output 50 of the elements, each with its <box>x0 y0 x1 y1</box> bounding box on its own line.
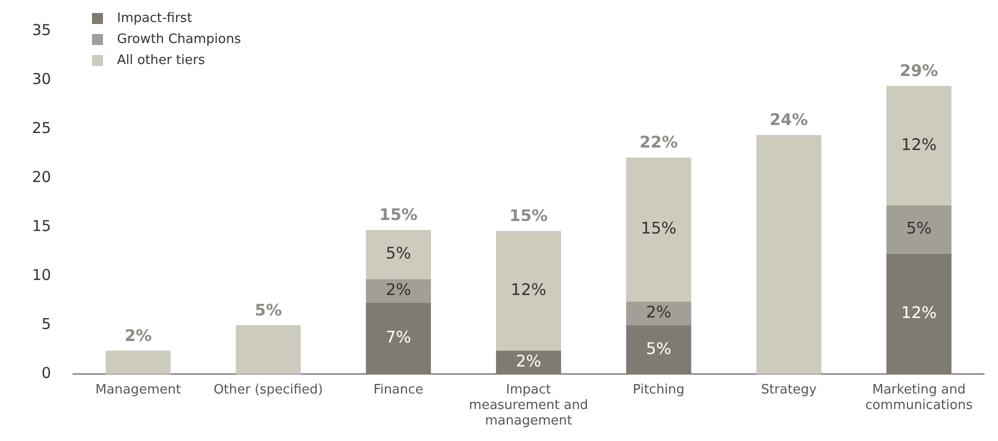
bar <box>366 230 431 280</box>
x-tick-label: Finance <box>374 382 424 398</box>
x-tick-label: Strategy <box>760 382 817 398</box>
y-tick-label: 10 <box>32 266 52 284</box>
legend-label: Growth Champions <box>117 32 241 47</box>
x-tick-label: Marketing and communications <box>865 382 973 413</box>
data-label: 2% <box>386 280 412 300</box>
bar <box>886 206 952 254</box>
total-label: 24% <box>770 110 808 130</box>
y-tick-label: 20 <box>32 168 52 186</box>
x-tick-label: Pitching <box>632 382 685 398</box>
legend-label: All other tiers <box>117 53 205 68</box>
y-tick-label: 5 <box>42 315 52 334</box>
total-label: 22% <box>640 132 678 152</box>
data-label: 2% <box>646 302 672 322</box>
y-tick-label: 30 <box>32 70 52 88</box>
data-label: 12% <box>901 134 937 154</box>
bar <box>496 350 562 374</box>
bar <box>626 325 692 374</box>
bar <box>886 86 952 206</box>
bar <box>366 279 431 303</box>
data-label: 12% <box>901 303 937 322</box>
total-label: 2% <box>124 326 152 345</box>
data-label: 5% <box>646 338 672 358</box>
bar <box>886 254 952 374</box>
y-tick-label: 35 <box>32 20 52 39</box>
y-tick-label: 25 <box>32 118 52 137</box>
bar <box>106 350 171 374</box>
bar <box>626 157 692 302</box>
data-label: 2% <box>516 352 542 371</box>
data-label: 12% <box>510 280 546 300</box>
total-label: 15% <box>509 206 548 226</box>
total-label: 15% <box>379 205 418 224</box>
data-label: 7% <box>386 328 412 347</box>
bar <box>496 231 562 351</box>
data-label: 15% <box>640 218 676 238</box>
bar <box>626 302 692 326</box>
x-tick-label: Other (specified) <box>214 382 323 398</box>
legend-label: Impact-first <box>117 11 192 26</box>
bar <box>236 325 301 374</box>
data-label: 5% <box>906 218 932 238</box>
total-label: 29% <box>900 61 938 80</box>
x-tick-label: Impact measurement and management <box>468 382 588 429</box>
data-label: 5% <box>386 244 412 263</box>
bar <box>366 302 431 374</box>
bar <box>756 134 822 374</box>
y-tick-label: 15 <box>32 217 52 236</box>
x-tick-label: Management <box>95 382 181 398</box>
y-tick-label: 0 <box>42 364 52 382</box>
total-label: 5% <box>254 300 282 320</box>
